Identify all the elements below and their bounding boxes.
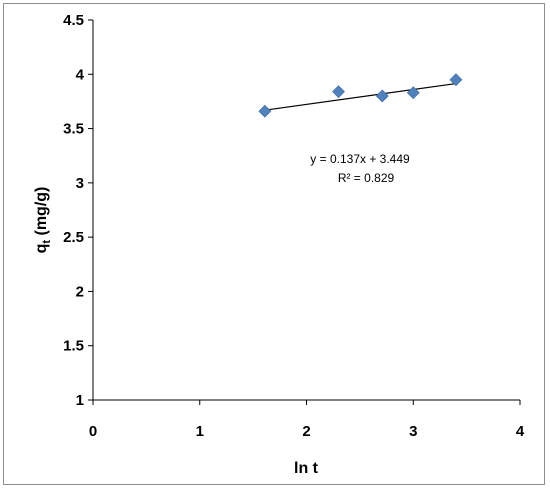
- y-tick-label: 4: [76, 66, 85, 83]
- y-tick-label: 4.5: [63, 12, 84, 29]
- y-axis-title: qt (mg/g): [33, 187, 53, 254]
- data-point: [375, 89, 389, 103]
- x-axis-title: ln t: [294, 460, 319, 477]
- trendline: [264, 82, 457, 111]
- y-axis-title-subscript: t: [41, 240, 53, 244]
- data-point: [258, 104, 272, 118]
- data-points: [258, 73, 463, 118]
- axes: 11.522.533.544.50 1 2 3 4: [63, 12, 525, 440]
- x-tick-label: 2: [302, 423, 310, 440]
- y-axis-title-unit: (mg/g): [33, 187, 50, 240]
- x-tick-label: 3: [409, 423, 417, 440]
- y-axis-title-base: q: [33, 244, 50, 254]
- y-tick-label: 2.5: [63, 229, 84, 246]
- x-tick-label: 4: [516, 423, 525, 440]
- y-tick-label: 2: [76, 283, 84, 300]
- x-tick-label: 1: [196, 423, 204, 440]
- data-point: [332, 85, 345, 99]
- data-point: [449, 73, 463, 87]
- x-tick-label: 0: [89, 423, 97, 440]
- r-squared-label: R² = 0.829: [338, 171, 395, 185]
- y-tick-label: 3: [76, 175, 84, 192]
- y-tick-label: 1.5: [63, 338, 84, 355]
- data-point: [406, 86, 420, 100]
- trendline-equation: y = 0.137x + 3.449: [310, 152, 410, 166]
- trendline-group: [264, 82, 457, 111]
- y-tick-label: 1: [76, 392, 84, 409]
- y-tick-label: 3.5: [63, 121, 84, 138]
